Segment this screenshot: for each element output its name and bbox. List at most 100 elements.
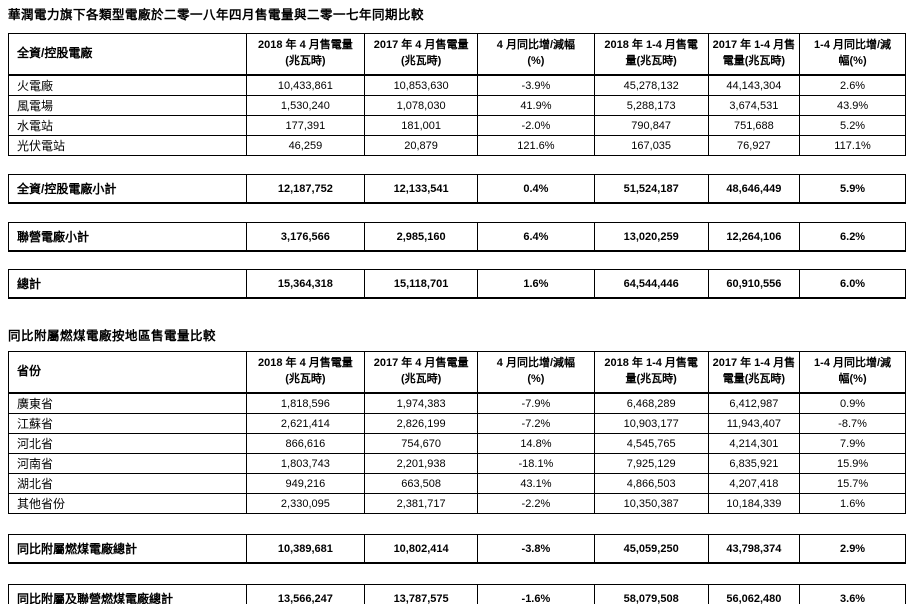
row-label: 河南省 <box>8 453 247 474</box>
value-cell: 10,903,177 <box>593 413 709 434</box>
value-cell: 10,389,681 <box>245 534 366 564</box>
value-cell: 0.9% <box>799 392 906 414</box>
value-cell: 751,688 <box>707 115 801 136</box>
table-row: 廣東省 1,818,596 1,974,383 -7.9% 6,468,289 … <box>8 392 906 414</box>
table-row: 河南省 1,803,743 2,201,938 -18.1% 7,925,129… <box>8 453 906 474</box>
value-cell: 1,818,596 <box>245 392 366 414</box>
value-cell: 43.1% <box>477 473 595 494</box>
value-cell: 76,927 <box>707 135 801 156</box>
value-cell: -8.7% <box>799 413 906 434</box>
value-cell: 4,214,301 <box>707 433 801 454</box>
value-cell: 6.0% <box>799 269 906 299</box>
value-cell: 2.6% <box>799 74 906 96</box>
table-row: 江蘇省 2,621,414 2,826,199 -7.2% 10,903,177… <box>8 413 906 434</box>
header-line: (兆瓦時) <box>400 55 442 67</box>
value-cell: 15,118,701 <box>364 269 479 299</box>
header-ytd-yoy: 1-4 月同比增/減 幅(%) <box>799 351 906 394</box>
row-label: 水電站 <box>8 115 247 136</box>
row-label: 廣東省 <box>8 392 247 414</box>
value-cell: 56,062,480 <box>707 584 801 604</box>
value-cell: 12,187,752 <box>245 174 366 204</box>
header-line: (%) <box>527 373 545 385</box>
value-cell: 866,616 <box>245 433 366 454</box>
subtotal-owned-table: 全資/控股電廠小計 12,187,752 12,133,541 0.4% 51,… <box>8 174 906 204</box>
value-cell: 6,468,289 <box>593 392 709 414</box>
value-cell: 15.9% <box>799 453 906 474</box>
header-line: 2018 年 4 月售電量 <box>258 39 353 52</box>
value-cell: -2.2% <box>477 493 595 514</box>
value-cell: 13,566,247 <box>245 584 366 604</box>
header-apr-yoy: 4 月同比增/減幅 (%) <box>477 33 595 76</box>
header-line: 電量(兆瓦時) <box>722 373 786 385</box>
regions-table: 省份 2018 年 4 月售電量 (兆瓦時) 2017 年 4 月售電量 (兆瓦時)… <box>8 351 906 514</box>
value-cell: 58,079,508 <box>593 584 709 604</box>
summary-label: 總計 <box>8 269 247 299</box>
value-cell: 2.9% <box>799 534 906 564</box>
value-cell: 64,544,446 <box>593 269 709 299</box>
value-cell: 5.2% <box>799 115 906 136</box>
summary-row: 同比附屬及聯營燃煤電廠總計 13,566,247 13,787,575 -1.6… <box>8 584 906 604</box>
header-line: 2018 年 1-4 月售電 <box>604 39 698 52</box>
header-line: 量(兆瓦時) <box>625 55 677 67</box>
value-cell: 3,674,531 <box>707 95 801 116</box>
value-cell: 2,826,199 <box>364 413 479 434</box>
table-row: 湖北省 949,216 663,508 43.1% 4,866,503 4,20… <box>8 473 906 494</box>
header-line: 2017 年 4 月售電量 <box>373 357 469 370</box>
value-cell: 4,545,765 <box>593 433 709 454</box>
value-cell: 117.1% <box>799 135 906 156</box>
header-2018-apr: 2018 年 4 月售電量 (兆瓦時) <box>245 33 366 76</box>
value-cell: 790,847 <box>593 115 709 136</box>
table-row: 光伏電站 46,259 20,879 121.6% 167,035 76,927… <box>8 135 906 156</box>
subsidiary-coal-total-table: 同比附屬燃煤電廠總計 10,389,681 10,802,414 -3.8% 4… <box>8 534 906 564</box>
value-cell: 2,985,160 <box>364 222 479 252</box>
row-label: 風電場 <box>8 95 247 116</box>
header-line: (兆瓦時) <box>285 55 326 67</box>
value-cell: 5.9% <box>799 174 906 204</box>
value-cell: 51,524,187 <box>593 174 709 204</box>
header-line: (%) <box>527 55 545 67</box>
summary-row: 總計 15,364,318 15,118,701 1.6% 64,544,446… <box>8 269 906 299</box>
value-cell: 20,879 <box>364 135 479 156</box>
table2-first-col-header: 省份 <box>8 351 247 394</box>
value-cell: 15,364,318 <box>245 269 366 299</box>
table-row: 風電場 1,530,240 1,078,030 41.9% 5,288,173 … <box>8 95 906 116</box>
header-ytd-yoy: 1-4 月同比增/減 幅(%) <box>799 33 906 76</box>
value-cell: 13,787,575 <box>364 584 479 604</box>
table1-first-col-header: 全資/控股電廠 <box>8 33 247 76</box>
value-cell: 2,621,414 <box>245 413 366 434</box>
row-label: 其他省份 <box>8 493 247 514</box>
header-2018-ytd: 2018 年 1-4 月售電 量(兆瓦時) <box>593 351 709 394</box>
value-cell: 0.4% <box>477 174 595 204</box>
header-line: 幅(%) <box>838 373 867 385</box>
header-line: 2017 年 1-4 月售 <box>712 357 796 370</box>
value-cell: 2,201,938 <box>364 453 479 474</box>
header-line: 1-4 月同比增/減 <box>814 39 892 52</box>
header-line: 4 月同比增/減幅 <box>496 357 576 370</box>
header-2018-ytd: 2018 年 1-4 月售電 量(兆瓦時) <box>593 33 709 76</box>
header-line: (兆瓦時) <box>400 373 442 385</box>
plant-types-table: 全資/控股電廠 2018 年 4 月售電量 (兆瓦時) 2017 年 4 月售電量… <box>8 33 906 156</box>
header-line: 2017 年 4 月售電量 <box>373 39 469 52</box>
header-line: 幅(%) <box>838 55 867 67</box>
header-2017-ytd: 2017 年 1-4 月售 電量(兆瓦時) <box>707 351 801 394</box>
row-label: 湖北省 <box>8 473 247 494</box>
value-cell: 949,216 <box>245 473 366 494</box>
value-cell: 6.2% <box>799 222 906 252</box>
grand-total-table: 總計 15,364,318 15,118,701 1.6% 64,544,446… <box>8 269 906 299</box>
value-cell: -1.6% <box>477 584 595 604</box>
value-cell: 7.9% <box>799 433 906 454</box>
header-2017-apr: 2017 年 4 月售電量 (兆瓦時) <box>364 351 479 394</box>
value-cell: 11,943,407 <box>707 413 801 434</box>
value-cell: 1,530,240 <box>245 95 366 116</box>
value-cell: -18.1% <box>477 453 595 474</box>
value-cell: 1,974,383 <box>364 392 479 414</box>
value-cell: 10,802,414 <box>364 534 479 564</box>
row-label: 江蘇省 <box>8 413 247 434</box>
row-label: 河北省 <box>8 433 247 454</box>
value-cell: 5,288,173 <box>593 95 709 116</box>
summary-label: 聯營電廠小計 <box>8 222 247 252</box>
header-line: 電量(兆瓦時) <box>722 55 786 67</box>
subsidiary-associate-coal-total-table: 同比附屬及聯營燃煤電廠總計 13,566,247 13,787,575 -1.6… <box>8 584 906 604</box>
value-cell: 44,143,304 <box>707 74 801 96</box>
